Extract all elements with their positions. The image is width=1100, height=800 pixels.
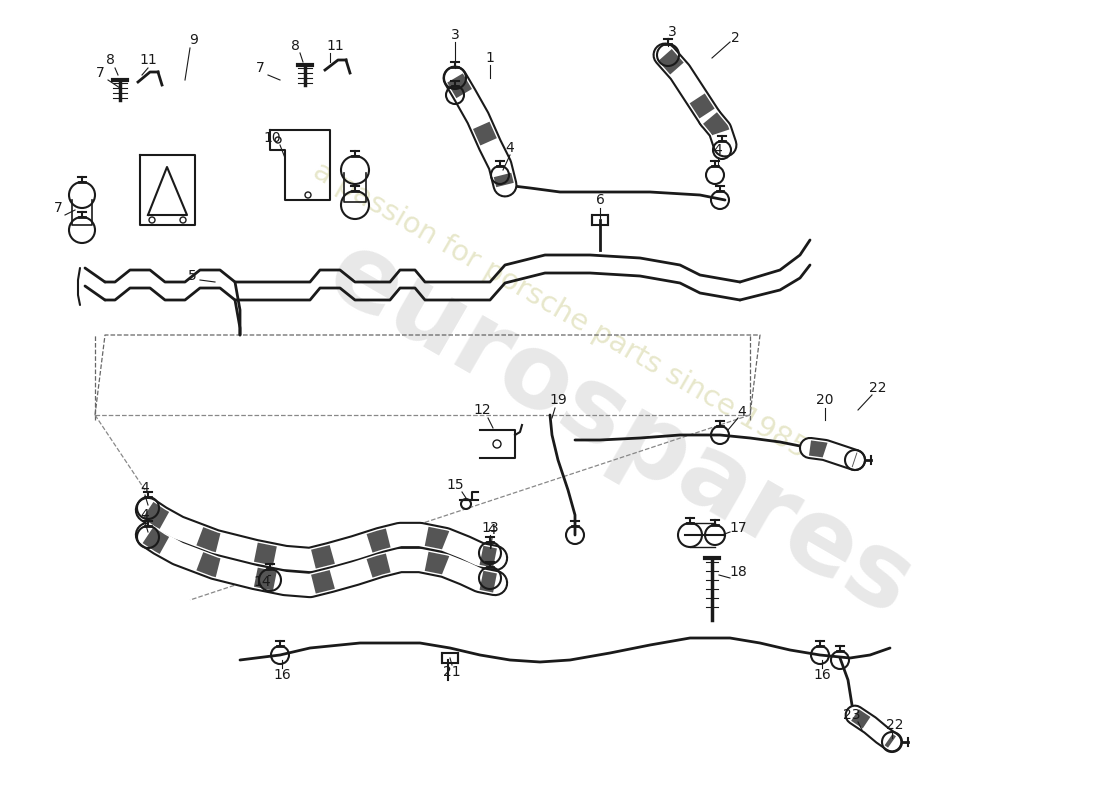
Text: 15: 15 bbox=[447, 478, 464, 492]
Bar bbox=[592, 215, 608, 225]
Text: 14: 14 bbox=[253, 575, 271, 589]
Text: 4: 4 bbox=[141, 508, 150, 522]
Text: 4: 4 bbox=[738, 405, 747, 419]
Text: 23: 23 bbox=[844, 708, 860, 722]
Text: 22: 22 bbox=[869, 381, 887, 395]
Text: 22: 22 bbox=[887, 718, 904, 732]
Text: 8: 8 bbox=[290, 39, 299, 53]
Text: 20: 20 bbox=[816, 393, 834, 407]
Text: 16: 16 bbox=[273, 668, 290, 682]
Text: 11: 11 bbox=[139, 53, 157, 67]
Text: 6: 6 bbox=[595, 193, 604, 207]
Text: 8: 8 bbox=[106, 53, 114, 67]
Text: 11: 11 bbox=[326, 39, 344, 53]
Text: 4: 4 bbox=[714, 143, 723, 157]
Text: 4: 4 bbox=[141, 481, 150, 495]
Text: a passion for porsche parts since 1985: a passion for porsche parts since 1985 bbox=[308, 156, 812, 464]
Text: 19: 19 bbox=[549, 393, 566, 407]
Bar bbox=[442, 653, 458, 663]
Text: 13: 13 bbox=[481, 521, 498, 535]
Text: 4: 4 bbox=[506, 141, 515, 155]
Text: 3: 3 bbox=[668, 25, 676, 39]
Text: 7: 7 bbox=[255, 61, 264, 75]
Text: 21: 21 bbox=[443, 665, 461, 679]
Text: 17: 17 bbox=[729, 521, 747, 535]
Text: 4: 4 bbox=[487, 523, 496, 537]
Text: 16: 16 bbox=[813, 668, 830, 682]
Text: 10: 10 bbox=[263, 131, 280, 145]
Text: 7: 7 bbox=[96, 66, 104, 80]
Text: 12: 12 bbox=[473, 403, 491, 417]
Text: 2: 2 bbox=[730, 31, 739, 45]
Text: eurospares: eurospares bbox=[310, 222, 931, 638]
Text: 3: 3 bbox=[451, 28, 460, 42]
Text: 9: 9 bbox=[189, 33, 198, 47]
Text: 1: 1 bbox=[485, 51, 494, 65]
Text: 5: 5 bbox=[188, 269, 197, 283]
Text: 7: 7 bbox=[54, 201, 63, 215]
Text: 18: 18 bbox=[729, 565, 747, 579]
